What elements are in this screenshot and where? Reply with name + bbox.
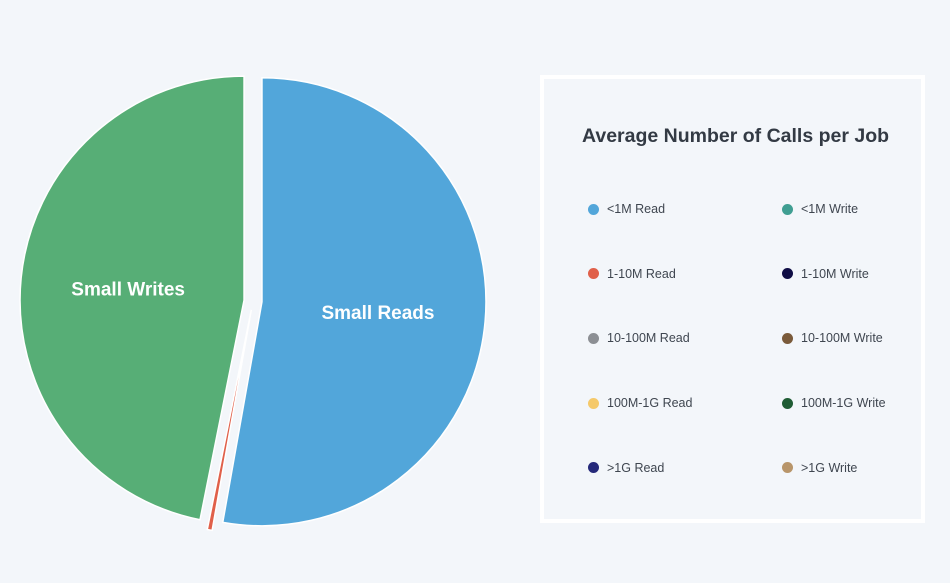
slice-label-0: Small Reads — [321, 303, 434, 324]
slice-label-5: Small Writes — [71, 280, 185, 301]
legend-item[interactable]: 100M-1G Read — [588, 393, 692, 413]
legend-item[interactable]: <1M Read — [588, 199, 665, 219]
legend-label: >1G Read — [607, 460, 665, 475]
legend-item[interactable]: 1-10M Write — [782, 264, 869, 284]
legend-panel: Average Number of Calls per Job <1M Read… — [540, 75, 925, 523]
pie-slice-0[interactable] — [221, 77, 487, 527]
legend-label: 100M-1G Read — [607, 396, 693, 411]
legend-swatch — [782, 268, 793, 280]
legend-label: 10-100M Read — [607, 331, 690, 346]
legend-swatch — [782, 332, 793, 344]
legend-label: <1M Read — [607, 202, 666, 216]
legend-title: Average Number of Calls per Job — [582, 125, 890, 147]
legend-label: 1-10M Read — [607, 266, 676, 281]
pie-chart: Small Reads Small Writes — [19, 75, 487, 532]
legend-item[interactable]: 100M-1G Write — [782, 393, 886, 413]
legend-swatch — [588, 462, 599, 474]
legend-swatch — [588, 332, 599, 344]
legend-item[interactable]: 10-100M Read — [588, 328, 690, 348]
legend-label: >1G Write — [801, 460, 858, 475]
legend-item[interactable]: 1-10M Read — [588, 264, 676, 284]
legend-swatch — [782, 203, 793, 215]
pie-slice-1[interactable] — [206, 309, 253, 532]
pie-slice-5[interactable] — [19, 75, 245, 521]
legend-label: 100M-1G Write — [801, 396, 886, 411]
legend-swatch — [588, 397, 599, 409]
legend-item[interactable]: <1M Write — [782, 199, 858, 219]
legend-swatch — [588, 203, 599, 215]
legend-item[interactable]: >1G Write — [782, 458, 857, 478]
legend-label: 10-100M Write — [801, 331, 883, 346]
legend-label: <1M Write — [801, 202, 859, 216]
legend-swatch — [782, 397, 793, 409]
legend-swatch — [782, 462, 793, 474]
legend-label: 1-10M Write — [801, 266, 869, 281]
legend-item[interactable]: >1G Read — [588, 458, 664, 478]
legend-item[interactable]: 10-100M Write — [782, 328, 883, 348]
legend-swatch — [588, 268, 599, 280]
